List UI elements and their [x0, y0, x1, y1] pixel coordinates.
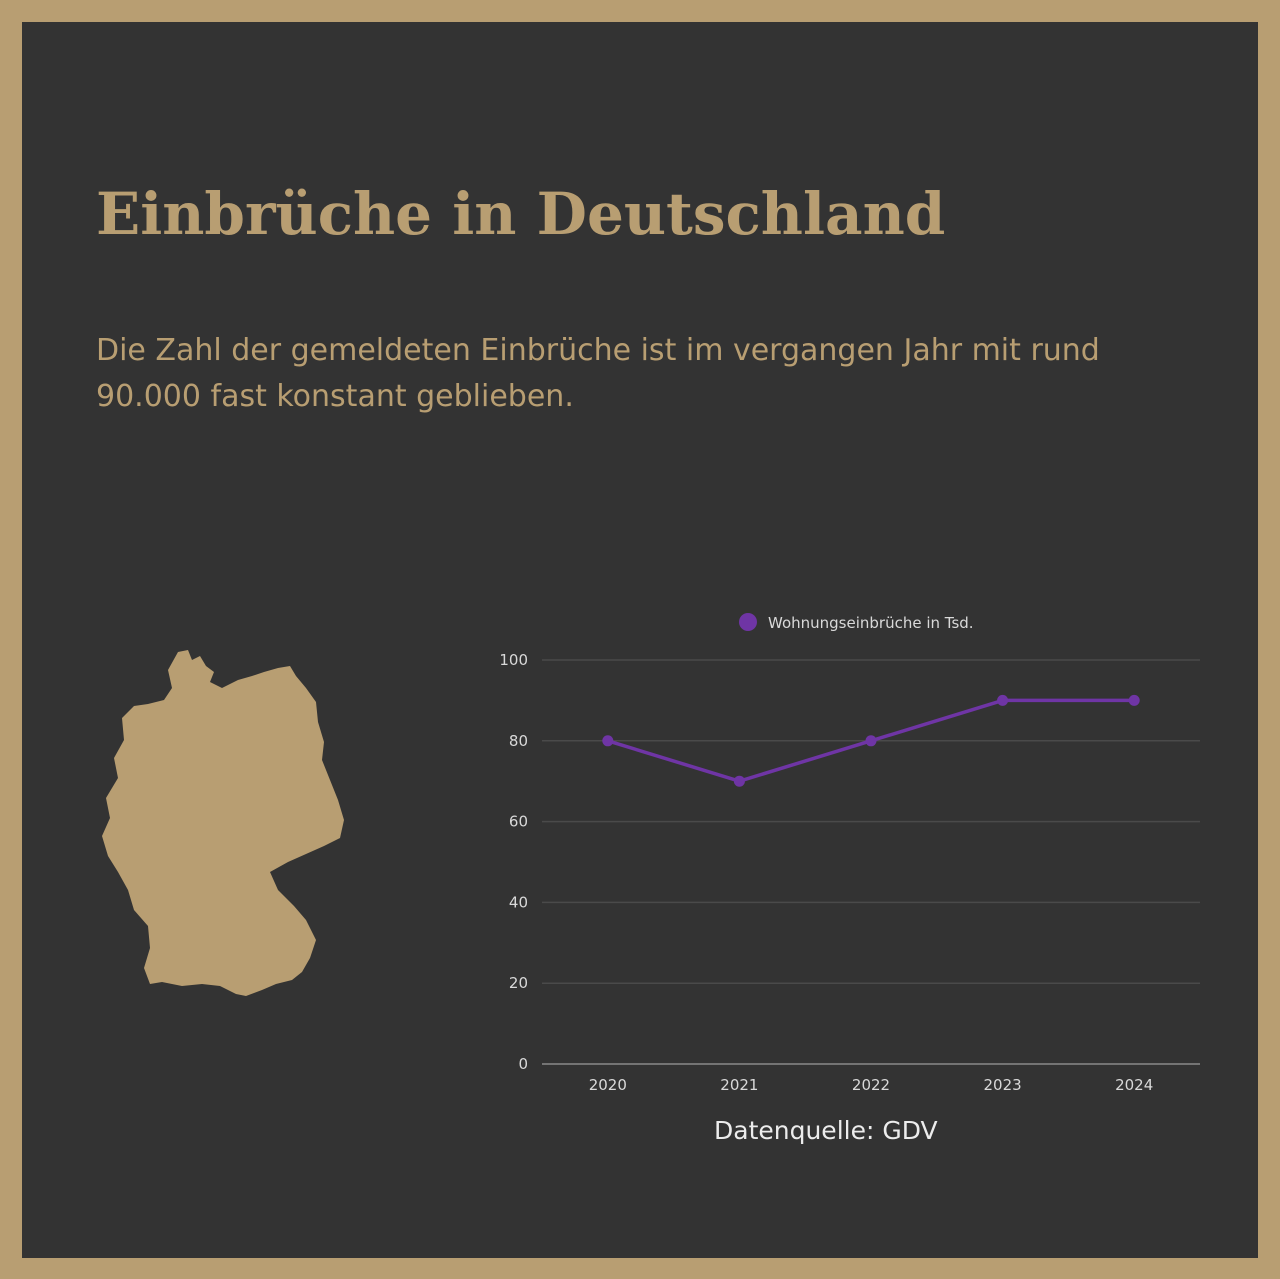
- data-point: [997, 694, 1009, 706]
- y-tick-label: 60: [509, 813, 528, 831]
- data-point: [733, 775, 745, 787]
- x-tick-label: 2023: [984, 1076, 1022, 1094]
- data-point: [602, 735, 614, 747]
- x-tick-label: 2022: [852, 1076, 890, 1094]
- x-tick-label: 2024: [1115, 1076, 1153, 1094]
- data-point: [1128, 694, 1140, 706]
- page-title: Einbrüche in Deutschland: [96, 180, 946, 248]
- y-tick-label: 20: [509, 974, 528, 992]
- data-source: Datenquelle: GDV: [714, 1116, 938, 1145]
- legend-label: Wohnungseinbrüche in Tsd.: [768, 614, 974, 632]
- y-tick-label: 100: [499, 651, 528, 669]
- page-subtitle: Die Zahl der gemeldeten Einbrüche ist im…: [96, 333, 1100, 414]
- x-tick-label: 2021: [720, 1076, 758, 1094]
- germany-map-icon: [102, 650, 344, 996]
- line-chart: 0 20 40 60 80 100 2020 2021 2022 2023 2024 Wohnungs…: [499, 613, 1200, 1094]
- germany-map-shape: [102, 650, 344, 996]
- y-tick-label: 40: [509, 893, 528, 911]
- infographic-panel: Einbrüche in Deutschland Die Zahl der ge…: [22, 22, 1258, 1258]
- data-point: [865, 735, 877, 747]
- legend-marker: [739, 613, 757, 631]
- y-tick-label: 0: [518, 1055, 528, 1073]
- y-tick-label: 80: [509, 732, 528, 750]
- x-tick-label: 2020: [589, 1076, 627, 1094]
